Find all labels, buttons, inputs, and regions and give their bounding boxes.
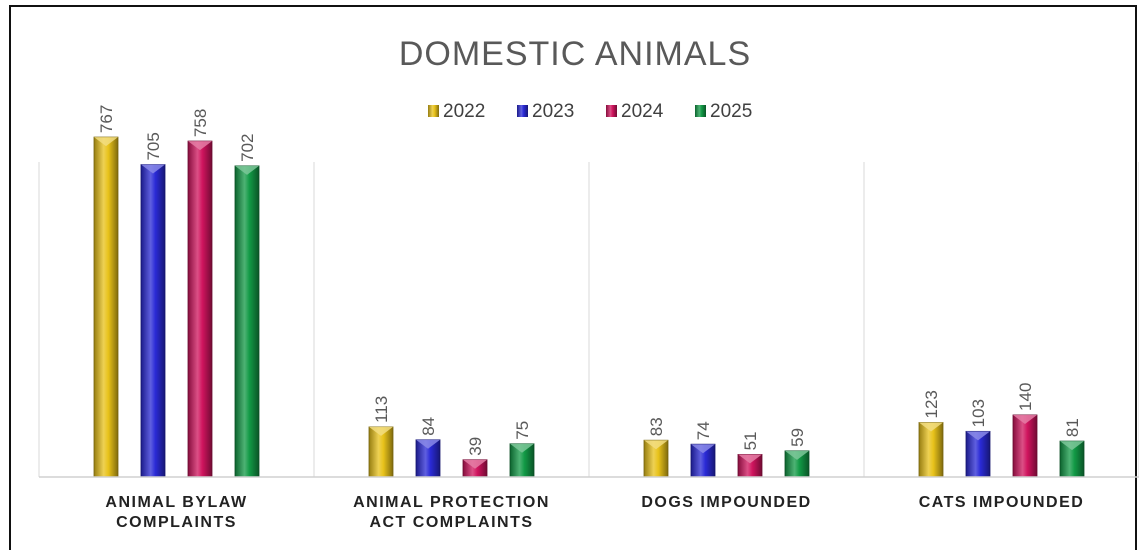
bar-2022 <box>368 426 394 478</box>
data-label: 140 <box>1016 383 1035 411</box>
category-label: ANIMAL PROTECTION <box>353 494 550 511</box>
bar-2023 <box>415 439 441 478</box>
bar-2022 <box>93 136 119 478</box>
value-labels: 767 705 758 702 113 84 39 75 83 74 51 59 123 103 140 81 <box>97 105 1082 456</box>
legend-item-2023: 2023 <box>517 101 574 122</box>
legend-item-2024: 2024 <box>606 101 664 122</box>
category-label: DOGS IMPOUNDED <box>641 494 811 511</box>
bar-2022 <box>918 422 944 478</box>
data-label: 113 <box>372 396 391 423</box>
category-dividers <box>38 162 1139 477</box>
bar-2023 <box>965 430 991 478</box>
data-label: 767 <box>97 105 116 133</box>
bar-2024 <box>462 459 488 478</box>
legend-swatch <box>428 105 439 117</box>
bar-chart: DOMESTIC ANIMALS 2022 2023 2024 2025 767 705… <box>38 35 1139 531</box>
legend-label: 2025 <box>710 101 752 122</box>
legend-swatch <box>695 105 706 117</box>
bar-2025 <box>784 450 810 478</box>
data-label: 51 <box>741 431 760 450</box>
bars <box>93 136 1085 478</box>
bar-2024 <box>737 453 763 478</box>
data-label: 84 <box>419 417 438 436</box>
legend-swatch <box>517 105 528 117</box>
data-label: 758 <box>191 109 210 137</box>
bar-2025 <box>234 165 260 478</box>
data-label: 74 <box>694 421 713 440</box>
data-label: 103 <box>969 399 988 427</box>
category-labels: ANIMAL BYLAW COMPLAINTS ANIMAL PROTECTION A… <box>105 494 1085 531</box>
category-label: ACT COMPLAINTS <box>369 514 533 531</box>
chart-title: DOMESTIC ANIMALS <box>399 35 751 73</box>
bar-2023 <box>140 164 166 478</box>
legend-item-2025: 2025 <box>695 101 752 122</box>
bar-2025 <box>1059 440 1085 478</box>
data-label: 83 <box>647 417 666 436</box>
bar-2024 <box>187 140 213 478</box>
data-label: 39 <box>466 437 485 456</box>
data-label: 702 <box>238 134 257 162</box>
bar-2024 <box>1012 414 1038 478</box>
bar-2025 <box>509 443 535 478</box>
chart-frame: DOMESTIC ANIMALS 2022 2023 2024 2025 767 705… <box>9 5 1139 550</box>
category-label: CATS IMPOUNDED <box>919 494 1085 511</box>
legend-label: 2023 <box>532 101 574 122</box>
legend-label: 2024 <box>621 101 664 122</box>
data-label: 59 <box>788 428 807 447</box>
chart-legend: 2022 2023 2024 2025 <box>428 101 752 122</box>
legend-item-2022: 2022 <box>428 101 485 122</box>
data-label: 75 <box>513 421 532 440</box>
legend-swatch <box>606 105 617 117</box>
data-label: 705 <box>144 132 163 160</box>
bar-2023 <box>690 443 716 478</box>
category-label: COMPLAINTS <box>116 514 237 531</box>
data-label: 81 <box>1063 418 1082 437</box>
bar-2022 <box>643 439 669 478</box>
category-label: ANIMAL BYLAW <box>105 494 247 511</box>
data-label: 123 <box>922 390 941 418</box>
legend-label: 2022 <box>443 101 485 122</box>
